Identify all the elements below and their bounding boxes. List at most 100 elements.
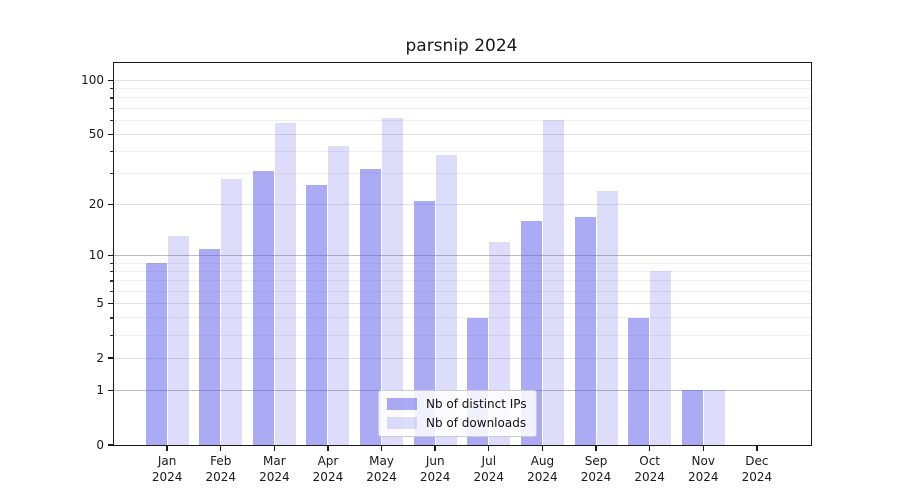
y-minor-tick-4: [109, 317, 113, 319]
y-minor-gridline-7: [114, 280, 811, 282]
y-minor-gridline-80: [114, 97, 811, 99]
legend-label-distinct-ips: Nb of distinct IPs: [426, 397, 527, 411]
y-minor-tick-60: [109, 119, 113, 121]
y-minor-gridline-70: [114, 107, 811, 109]
y-minor-tick-9: [109, 262, 113, 264]
x-tick-nov: [702, 446, 704, 452]
legend-swatch-downloads: [387, 417, 417, 429]
x-tick-may: [380, 446, 383, 452]
x-tick-feb: [220, 446, 222, 452]
y-tick-label-50: 50: [88, 127, 104, 142]
x-tick-label-apr: Apr 2024: [312, 454, 344, 484]
bar-nb-of-downloads-mar: [274, 122, 296, 445]
bar-nb-of-downloads-jan: [167, 236, 189, 445]
y-minor-gridline-9: [114, 262, 811, 264]
y-tick-label-100: 100: [81, 73, 104, 88]
y-tick-label-10: 10: [88, 248, 104, 263]
y-tick-5: [107, 302, 113, 305]
legend-row-distinct-ips: Nb of distinct IPs: [387, 397, 527, 411]
y-minor-tick-30: [109, 173, 113, 175]
chart-title: parsnip 2024: [405, 36, 518, 56]
bar-nb-of-distinct-ips-mar: [252, 171, 274, 445]
bar-nb-of-distinct-ips-aug: [520, 221, 542, 445]
y-tick-label-1: 1: [96, 383, 104, 398]
y-tick-label-20: 20: [88, 197, 104, 212]
bar-nb-of-distinct-ips-apr: [306, 184, 328, 445]
y-minor-gridline-30: [114, 173, 811, 175]
y-minor-gridline-40: [114, 150, 811, 152]
bar-nb-of-downloads-may: [382, 117, 404, 445]
x-tick-mar: [273, 446, 276, 452]
y-tick-1: [107, 389, 113, 391]
x-tick-sep: [595, 446, 597, 452]
y-tick-10: [107, 254, 113, 257]
y-minor-tick-6: [109, 290, 113, 293]
legend: Nb of distinct IPs Nb of downloads: [378, 390, 537, 437]
y-minor-gridline-60: [114, 119, 811, 121]
y-tick-20: [107, 203, 113, 206]
bar-nb-of-downloads-oct: [650, 271, 672, 445]
x-tick-jun: [434, 446, 436, 452]
y-minor-tick-3: [109, 334, 113, 337]
x-tick-oct: [648, 446, 651, 452]
y-minor-tick-7: [109, 280, 113, 282]
x-tick-jan: [166, 446, 168, 452]
bar-nb-of-downloads-nov: [703, 390, 725, 445]
bar-nb-of-distinct-ips-feb: [199, 248, 221, 445]
x-tick-label-nov: Nov 2024: [687, 454, 719, 484]
bar-nb-of-distinct-ips-oct: [628, 317, 650, 445]
bar-nb-of-distinct-ips-nov: [681, 390, 703, 445]
y-gridline-50: [114, 133, 811, 135]
x-tick-label-oct: Oct 2024: [634, 454, 665, 484]
x-tick-label-dec: Dec 2024: [741, 454, 773, 484]
y-gridline-10: [114, 254, 811, 256]
y-minor-gridline-3: [114, 334, 811, 336]
y-minor-tick-70: [109, 107, 113, 109]
bar-nb-of-downloads-sep: [596, 190, 618, 445]
y-tick-50: [107, 133, 113, 135]
y-tick-100: [107, 79, 113, 81]
legend-row-downloads: Nb of downloads: [387, 416, 527, 430]
x-tick-jul: [488, 446, 490, 452]
y-minor-tick-40: [109, 150, 113, 153]
y-tick-label-2: 2: [96, 351, 104, 366]
y-minor-gridline-90: [114, 87, 811, 89]
y-tick-2: [107, 357, 113, 359]
y-minor-gridline-8: [114, 270, 811, 272]
bar-nb-of-downloads-apr: [328, 145, 350, 445]
plot-area: Nb of distinct IPs Nb of downloads 0 1 2 5 1…: [81, 62, 812, 484]
x-tick-label-jul: Jul 2024: [473, 454, 505, 484]
bar-nb-of-distinct-ips-jun: [413, 200, 435, 445]
bar-nb-of-distinct-ips-jan: [145, 263, 167, 445]
x-tick-label-sep: Sep 2024: [580, 454, 612, 484]
bar-nb-of-downloads-feb: [221, 178, 243, 445]
y-gridline-2: [114, 357, 811, 359]
y-gridline-5: [114, 302, 811, 304]
x-tick-label-feb: Feb 2024: [205, 454, 236, 484]
x-tick-label-jun: Jun 2024: [419, 454, 451, 484]
legend-swatch-distinct-ips: [387, 398, 417, 410]
bar-nb-of-downloads-aug: [542, 120, 564, 445]
x-tick-aug: [541, 446, 544, 452]
y-minor-gridline-6: [114, 290, 811, 292]
y-minor-tick-90: [109, 87, 113, 90]
y-tick-0: [107, 444, 113, 446]
bar-nb-of-downloads-jun: [435, 155, 457, 445]
y-minor-gridline-4: [114, 317, 811, 319]
x-tick-label-jan: Jan 2024: [151, 454, 183, 484]
y-minor-tick-80: [109, 97, 113, 99]
y-tick-label-5: 5: [96, 296, 104, 311]
x-tick-label-may: May 2024: [366, 454, 397, 484]
bar-nb-of-distinct-ips-may: [360, 168, 382, 445]
bar-nb-of-distinct-ips-sep: [574, 216, 596, 445]
y-gridline-20: [114, 203, 811, 205]
x-tick-dec: [756, 446, 758, 452]
y-tick-label-0: 0: [96, 438, 104, 452]
legend-label-downloads: Nb of downloads: [426, 416, 527, 430]
x-tick-apr: [327, 446, 329, 452]
x-tick-label-mar: Mar 2024: [259, 454, 290, 484]
y-minor-tick-8: [109, 270, 113, 273]
x-tick-label-aug: Aug 2024: [527, 454, 558, 484]
y-gridline-100: [114, 79, 811, 81]
